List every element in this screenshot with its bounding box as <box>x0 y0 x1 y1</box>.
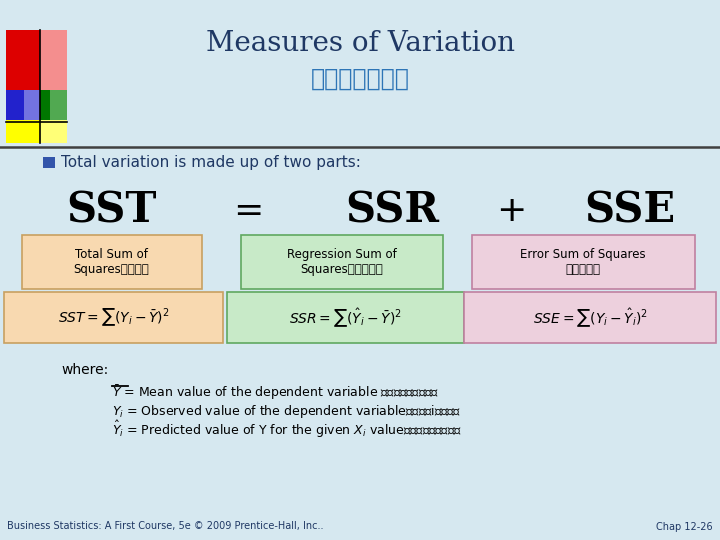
Text: $SSE = \sum(Y_i - \hat{Y}_i)^2$: $SSE = \sum(Y_i - \hat{Y}_i)^2$ <box>533 306 648 329</box>
Text: Total Sum of
Squares总平方和: Total Sum of Squares总平方和 <box>73 248 150 276</box>
FancyBboxPatch shape <box>4 292 223 343</box>
FancyBboxPatch shape <box>22 235 202 289</box>
Bar <box>6 90 40 122</box>
Text: Business Statistics: A First Course, 5e © 2009 Prentice-Hall, Inc..: Business Statistics: A First Course, 5e … <box>7 522 324 531</box>
Text: 随机扰动的度量: 随机扰动的度量 <box>310 66 410 90</box>
Text: where:: where: <box>61 363 109 377</box>
FancyBboxPatch shape <box>227 292 464 343</box>
Text: SSR: SSR <box>346 190 439 232</box>
Bar <box>40 30 67 92</box>
Text: +: + <box>496 194 526 227</box>
Text: Measures of Variation: Measures of Variation <box>205 30 515 57</box>
Bar <box>6 120 67 143</box>
FancyBboxPatch shape <box>241 235 443 289</box>
FancyBboxPatch shape <box>464 292 716 343</box>
Text: $SST = \sum(Y_i - \bar{Y})^2$: $SST = \sum(Y_i - \bar{Y})^2$ <box>58 306 169 328</box>
Text: $\hat{Y}_i$ = Predicted value of Y for the given $X_i$ value因变量对应的估计値: $\hat{Y}_i$ = Predicted value of Y for t… <box>112 419 462 441</box>
Bar <box>43 157 55 168</box>
Bar <box>40 120 67 143</box>
Text: $\bar{Y}$ = Mean value of the dependent variable 因变量观测値的均値: $\bar{Y}$ = Mean value of the dependent … <box>112 384 438 402</box>
Bar <box>40 90 67 122</box>
Bar <box>24 90 40 122</box>
FancyBboxPatch shape <box>472 235 695 289</box>
Text: Total variation is made up of two parts:: Total variation is made up of two parts: <box>61 155 361 170</box>
Text: SSE: SSE <box>585 190 675 232</box>
Text: Chap 12-26: Chap 12-26 <box>656 522 713 531</box>
Bar <box>50 90 67 122</box>
Text: $Y_i$ = Observed value of the dependent variable因变量第i个观测値: $Y_i$ = Observed value of the dependent … <box>112 403 461 420</box>
Text: SST: SST <box>66 190 157 232</box>
Text: Regression Sum of
Squares回归平方和: Regression Sum of Squares回归平方和 <box>287 248 397 276</box>
Bar <box>6 30 67 92</box>
Text: =: = <box>233 194 264 227</box>
Text: $SSR = \sum(\hat{Y}_i - \bar{Y})^2$: $SSR = \sum(\hat{Y}_i - \bar{Y})^2$ <box>289 306 402 329</box>
Text: Error Sum of Squares
残差平方和: Error Sum of Squares 残差平方和 <box>521 248 646 276</box>
